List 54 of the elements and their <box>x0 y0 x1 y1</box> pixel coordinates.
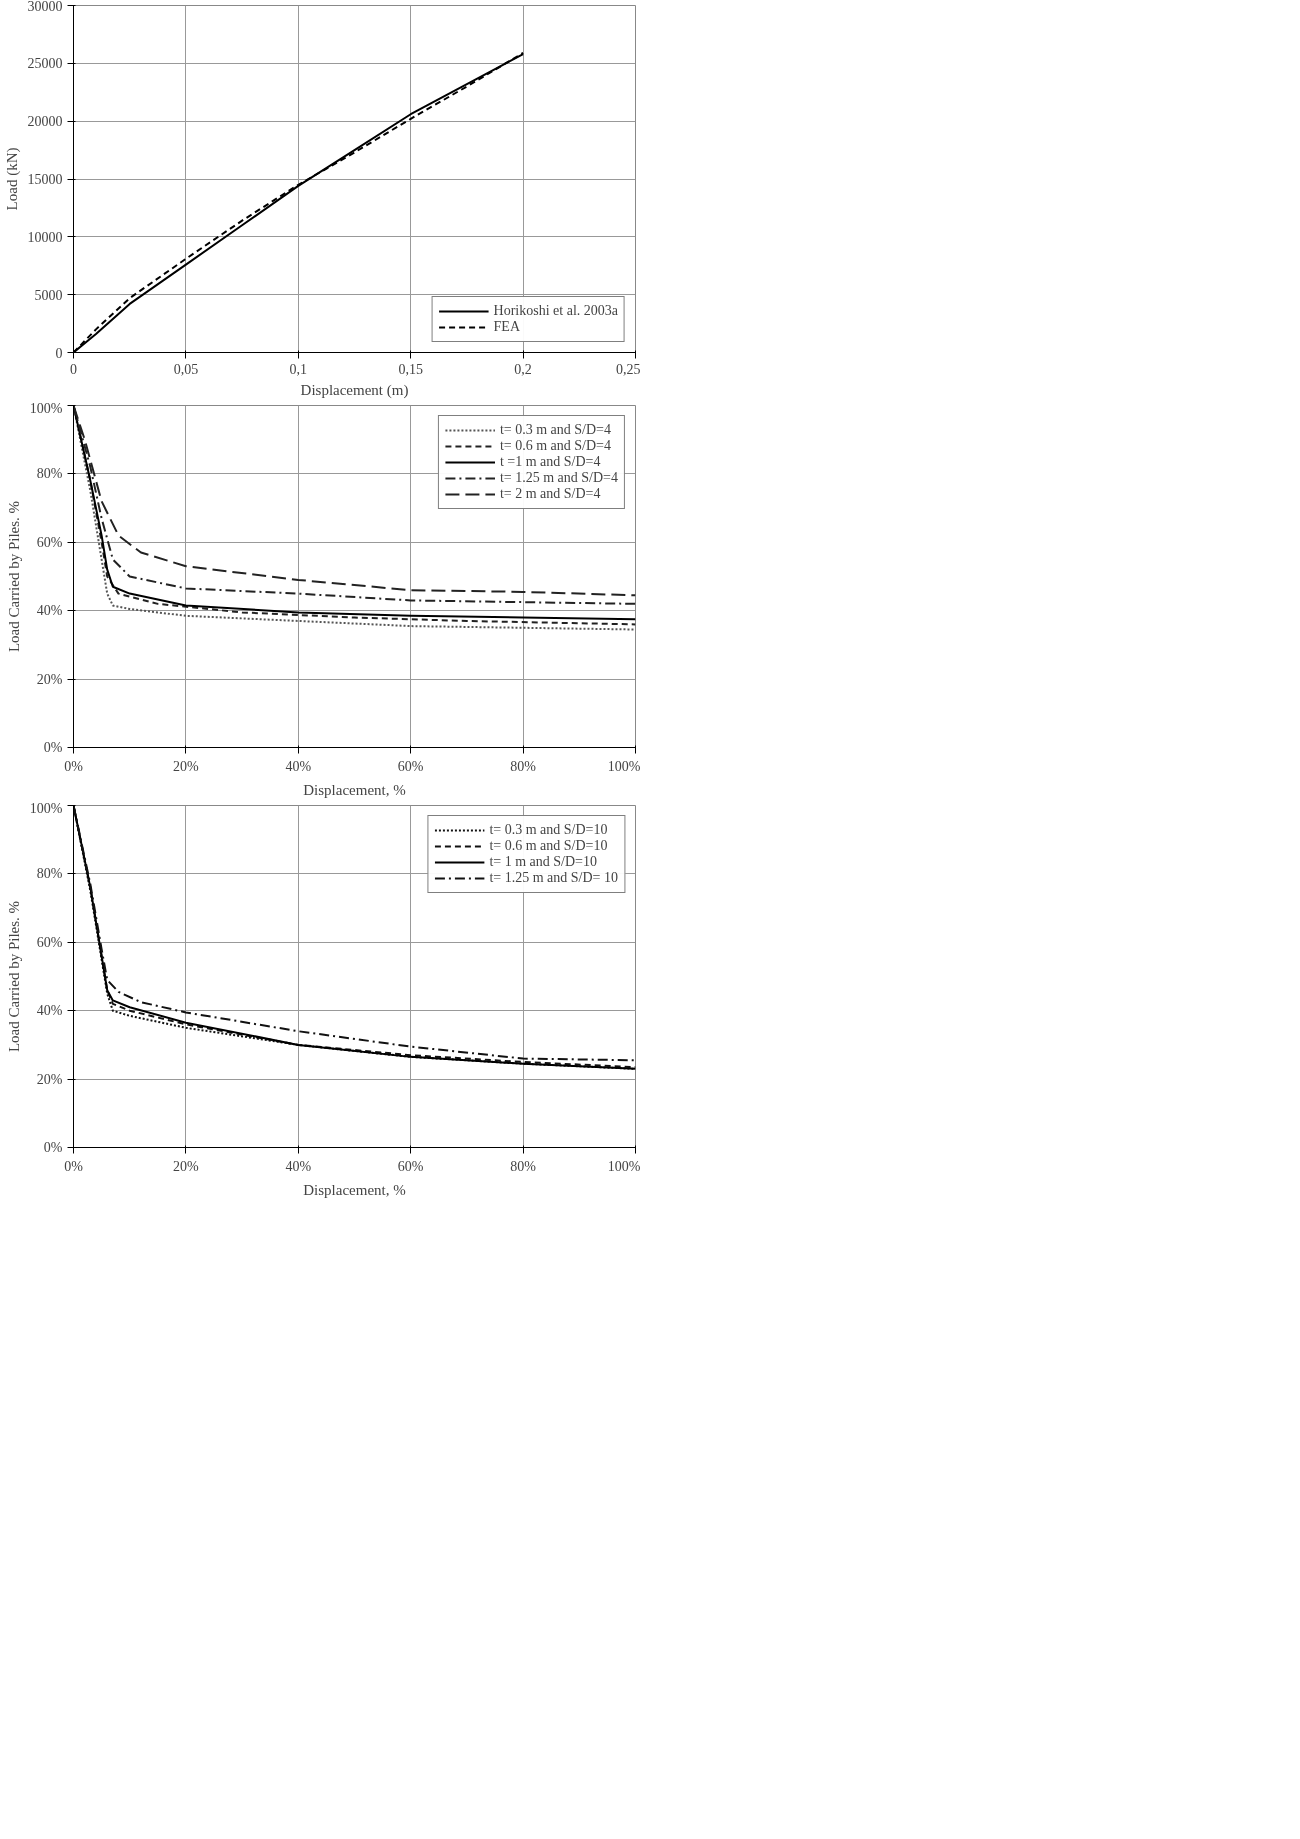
y-axis-title: Load Carried by Piles. % <box>5 900 22 1053</box>
legend-label: t= 0.3 m and S/D=4 <box>499 422 611 438</box>
y-axis-title: Load Carried by Piles. % <box>5 500 22 653</box>
y-tick-label: 60% <box>36 534 63 550</box>
y-tick-label: 0% <box>43 740 63 755</box>
y-tick-label: 10000 <box>27 229 63 245</box>
x-tick-label: 80% <box>510 1158 537 1174</box>
x-tick-label: 0,2 <box>514 361 532 377</box>
legend-label: t= 1 m and S/D=10 <box>489 854 597 870</box>
legend-label: t= 0.6 m and S/D=10 <box>489 838 608 854</box>
y-axis-title: Load (kN) <box>3 147 21 211</box>
x-tick-label: 100% <box>607 758 641 774</box>
x-tick-label: 60% <box>397 1158 424 1174</box>
x-tick-label: 0,15 <box>398 361 423 377</box>
y-tick-label: 100% <box>29 800 63 816</box>
x-tick-label: 0 <box>70 361 77 377</box>
legend-label: Horikoshi et al. 2003a <box>493 303 618 319</box>
y-tick-label: 30000 <box>27 0 63 14</box>
legend-label: t= 1.25 m and S/D=4 <box>499 470 618 486</box>
x-tick-label: 0,1 <box>289 361 308 377</box>
x-tick-label: 0% <box>64 758 84 774</box>
y-tick-label: 15000 <box>27 172 63 187</box>
y-tick-label: 20000 <box>27 114 63 130</box>
x-tick-label: 80% <box>510 758 537 774</box>
x-tick-label: 60% <box>397 758 424 774</box>
x-axis-title: Displacement (m) <box>300 381 409 399</box>
x-tick-label: 40% <box>285 758 312 774</box>
y-tick-label: 5000 <box>34 287 63 303</box>
y-tick-label: 25000 <box>27 56 63 72</box>
legend-label: t =1 m and S/D=4 <box>499 454 601 470</box>
x-tick-label: 40% <box>285 1158 312 1174</box>
x-tick-label: 0,05 <box>173 361 199 377</box>
y-tick-label: 40% <box>36 1003 63 1019</box>
y-tick-label: 0 <box>55 345 63 361</box>
y-tick-label: 0% <box>43 1140 63 1155</box>
legend-label: t= 0.3 m and S/D=10 <box>489 822 608 838</box>
y-tick-label: 20% <box>36 1071 63 1087</box>
legend-label: t= 0.6 m and S/D=4 <box>499 438 611 454</box>
x-tick-label: 0,25 <box>616 361 641 377</box>
y-tick-label: 20% <box>36 671 63 687</box>
y-tick-label: 80% <box>36 466 63 482</box>
x-axis-title: Displacement, % <box>303 781 406 798</box>
y-tick-label: 60% <box>36 934 63 950</box>
x-tick-label: 20% <box>173 758 200 774</box>
y-tick-label: 40% <box>36 603 63 619</box>
y-tick-label: 100% <box>29 400 63 416</box>
x-tick-label: 20% <box>173 1158 200 1174</box>
x-tick-label: 0% <box>64 1158 84 1174</box>
legend-label: FEA <box>493 319 521 335</box>
x-axis-title: Displacement, % <box>303 1181 406 1198</box>
legend-label: t= 2 m and S/D=4 <box>499 486 601 502</box>
legend-label: t= 1.25 m and S/D= 10 <box>489 870 618 886</box>
x-tick-label: 100% <box>607 1158 641 1174</box>
y-tick-label: 80% <box>36 866 63 882</box>
